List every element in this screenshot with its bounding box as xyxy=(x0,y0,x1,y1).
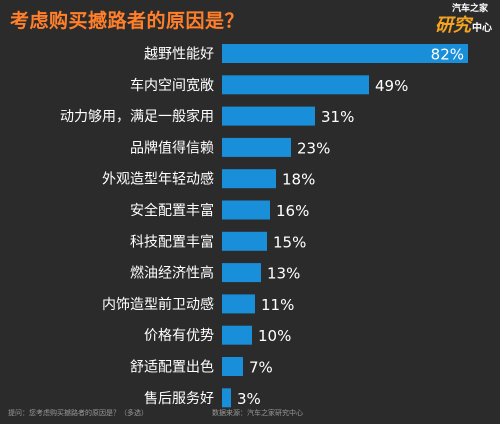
footer-question: 提问：您考虑购买撼路者的原因是？（多选） xyxy=(8,409,148,417)
logo-big-text: 研究 xyxy=(435,15,471,36)
category-label: 燃油经济性高 xyxy=(130,265,214,282)
category-label: 科技配置丰富 xyxy=(130,233,214,250)
bar xyxy=(222,106,315,126)
bar xyxy=(222,263,261,283)
logo-small-text: 中心 xyxy=(472,23,492,34)
value-label: 23% xyxy=(297,139,330,157)
bar xyxy=(222,388,231,408)
category-label: 越野性能好 xyxy=(144,47,214,63)
category-label: 舒适配置出色 xyxy=(130,359,214,376)
value-label: 11% xyxy=(261,296,294,314)
footer-source: 数据来源：汽车之家研究中心 xyxy=(212,409,303,417)
value-label: 18% xyxy=(282,171,315,189)
value-label: 31% xyxy=(321,108,354,126)
value-label: 3% xyxy=(237,390,261,408)
value-label: 7% xyxy=(249,359,273,377)
category-label: 内饰造型前卫动感 xyxy=(102,296,214,313)
bar xyxy=(222,231,267,251)
category-label: 售后服务好 xyxy=(144,391,214,407)
value-label: 15% xyxy=(273,233,306,251)
bar xyxy=(222,75,369,95)
bar xyxy=(222,325,252,345)
chart-title: 考虑购买撼路者的原因是？ xyxy=(10,10,245,32)
category-label: 外观造型年轻动感 xyxy=(102,171,214,188)
bar xyxy=(222,200,270,220)
category-label: 动力够用，满足一般家用 xyxy=(60,108,214,125)
logo: 汽车之家 研究中心 xyxy=(424,4,492,40)
category-label: 品牌值得信赖 xyxy=(130,139,214,156)
bar xyxy=(222,169,276,189)
bar xyxy=(222,44,468,63)
value-label: 13% xyxy=(267,265,300,283)
logo-top-text: 汽车之家 xyxy=(451,4,488,14)
value-label: 49% xyxy=(375,77,408,95)
bar xyxy=(222,357,243,376)
bar xyxy=(222,294,255,314)
value-label: 10% xyxy=(258,327,291,345)
value-label: 16% xyxy=(276,202,309,220)
category-label: 车内空间宽敞 xyxy=(130,77,214,94)
logo-bottom: 研究中心 xyxy=(424,15,492,40)
bar xyxy=(222,137,291,157)
category-label: 安全配置丰富 xyxy=(130,202,214,219)
value-label: 82% xyxy=(431,46,464,64)
category-label: 价格有优势 xyxy=(144,328,214,344)
